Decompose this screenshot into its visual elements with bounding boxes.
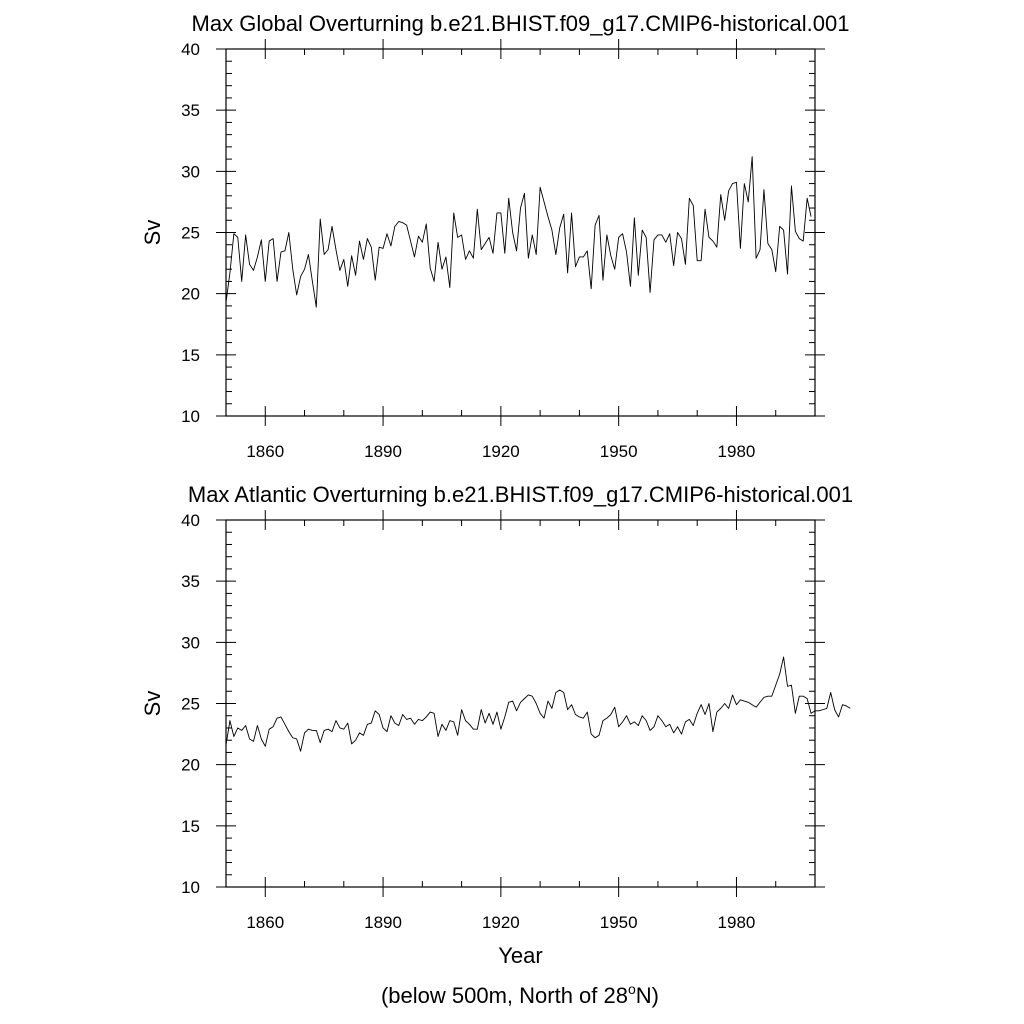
global-y-tick-label: 25 (181, 224, 200, 243)
atlantic-x-tick-label: 1860 (246, 913, 284, 932)
atlantic-plot-frame (225, 519, 816, 888)
global-plot-frame (225, 48, 816, 417)
atlantic-y-tick-label: 30 (181, 633, 200, 652)
global-y-tick-label: 35 (181, 101, 200, 120)
atlantic-y-tick-label: 15 (181, 817, 200, 836)
atlantic-y-tick-label: 25 (181, 695, 200, 714)
footnote-end: N) (636, 983, 659, 1008)
global-y-axis-label: Sv (140, 220, 165, 246)
atlantic-chart-title: Max Atlantic Overturning b.e21.BHIST.f09… (188, 482, 853, 507)
global-y-tick-label: 10 (181, 407, 200, 426)
atlantic-x-tick-label: 1890 (364, 913, 402, 932)
global-chart-title: Max Global Overturning b.e21.BHIST.f09_g… (192, 11, 850, 36)
atlantic-y-tick-label: 35 (181, 572, 200, 591)
global-y-tick-label: 40 (181, 40, 200, 59)
footnote: (below 500m, North of 28oN) (381, 981, 659, 1008)
global-y-tick-label: 20 (181, 285, 200, 304)
footnote-degree: o (628, 981, 636, 997)
global-y-tick-label: 30 (181, 162, 200, 181)
atlantic-y-tick-label: 20 (181, 756, 200, 775)
footnote-text: (below 500m, North of 28 (381, 983, 628, 1008)
atlantic-series-line (225, 656, 851, 752)
global-x-tick-label: 1920 (482, 442, 520, 461)
global-x-tick-label: 1890 (364, 442, 402, 461)
atlantic-x-axis-label: Year (498, 943, 542, 968)
atlantic-y-axis-label: Sv (140, 691, 165, 717)
atlantic-y-tick-label: 10 (181, 878, 200, 897)
atlantic-x-tick-label: 1980 (718, 913, 756, 932)
atlantic-x-tick-label: 1950 (600, 913, 638, 932)
global-series-line (225, 156, 812, 308)
atlantic-y-tick-label: 40 (181, 511, 200, 530)
global-x-tick-label: 1980 (718, 442, 756, 461)
atlantic-x-tick-label: 1920 (482, 913, 520, 932)
global-x-tick-label: 1860 (246, 442, 284, 461)
global-y-tick-label: 15 (181, 346, 200, 365)
global-x-tick-label: 1950 (600, 442, 638, 461)
